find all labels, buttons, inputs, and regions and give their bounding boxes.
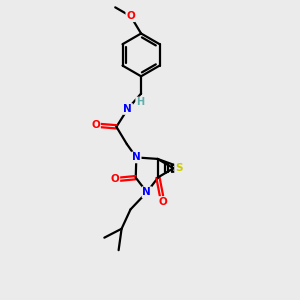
Text: O: O bbox=[126, 11, 135, 21]
Text: N: N bbox=[142, 187, 151, 197]
Text: H: H bbox=[136, 98, 144, 107]
Text: O: O bbox=[159, 197, 167, 207]
Text: O: O bbox=[111, 174, 119, 184]
Text: N: N bbox=[123, 104, 132, 114]
Text: S: S bbox=[175, 163, 183, 173]
Text: N: N bbox=[132, 152, 141, 162]
Text: O: O bbox=[91, 120, 100, 130]
